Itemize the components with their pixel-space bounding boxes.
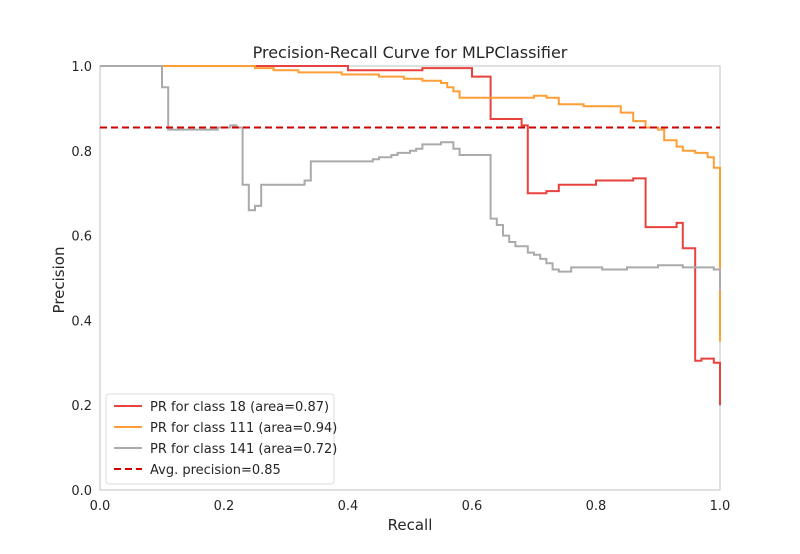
series-layer xyxy=(100,65,721,406)
x-tick-label: 1.0 xyxy=(710,499,731,514)
series-line-2 xyxy=(100,65,721,342)
x-tick-label: 0.0 xyxy=(90,499,111,514)
chart-title: Precision-Recall Curve for MLPClassifier xyxy=(253,43,568,62)
x-tick-label: 0.6 xyxy=(462,499,483,514)
series-line-1 xyxy=(100,65,721,406)
legend-label: PR for class 111 (area=0.94) xyxy=(150,421,337,436)
x-tick-label: 0.2 xyxy=(214,499,235,514)
series-line-3 xyxy=(100,65,721,291)
y-axis-ticks: 0.0 0.2 0.4 0.6 0.8 1.0 xyxy=(71,60,92,499)
y-axis-label: Precision xyxy=(50,247,68,314)
legend-label: PR for class 18 (area=0.87) xyxy=(150,400,329,415)
y-tick-label: 0.2 xyxy=(71,399,92,414)
x-axis-label: Recall xyxy=(388,516,433,534)
legend-label: Avg. precision=0.85 xyxy=(150,463,281,478)
y-tick-label: 1.0 xyxy=(71,60,92,75)
y-tick-label: 0.4 xyxy=(71,314,92,329)
y-tick-label: 0.0 xyxy=(71,484,92,499)
legend-box xyxy=(105,393,335,485)
legend: PR for class 18 (area=0.87) PR for class … xyxy=(105,393,337,485)
x-tick-label: 0.4 xyxy=(338,499,359,514)
y-tick-label: 0.6 xyxy=(71,230,92,245)
x-tick-label: 0.8 xyxy=(586,499,607,514)
x-axis-ticks: 0.0 0.2 0.4 0.6 0.8 1.0 xyxy=(90,499,731,514)
y-tick-label: 0.8 xyxy=(71,145,92,160)
legend-label: PR for class 141 (area=0.72) xyxy=(150,442,337,457)
